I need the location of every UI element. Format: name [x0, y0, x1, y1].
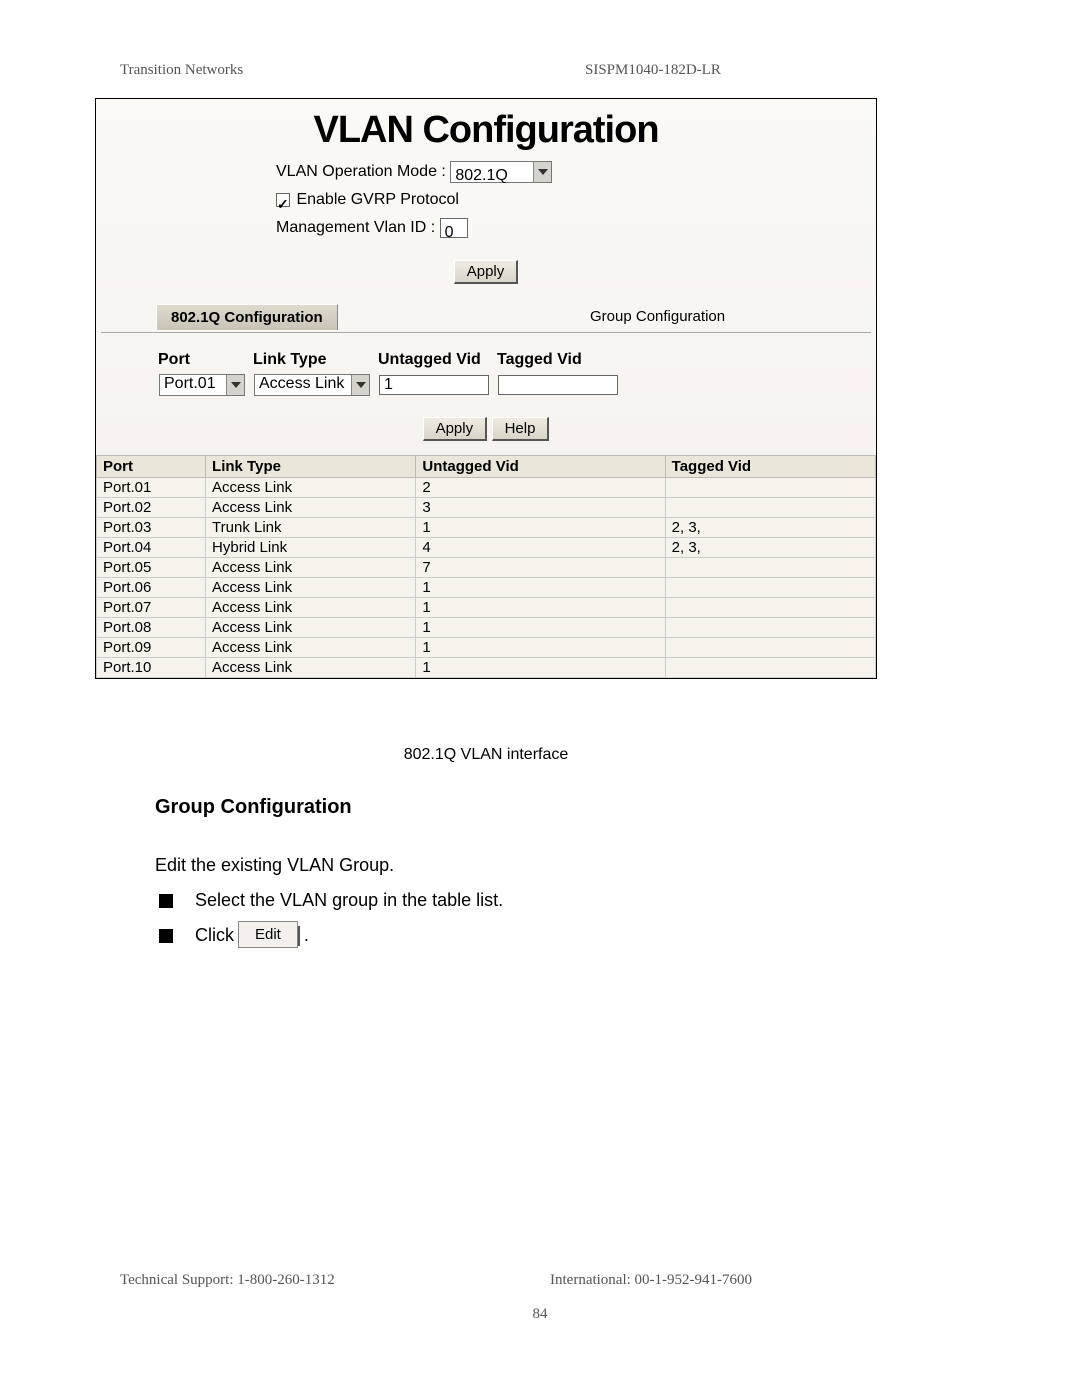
operation-mode-label: VLAN Operation Mode :: [276, 163, 446, 180]
header-right: SISPM1040-182D-LR: [585, 62, 721, 79]
table-row[interactable]: Port.08Access Link1: [97, 618, 876, 638]
col-header-tagged: Tagged Vid: [497, 351, 624, 371]
th-tagged: Tagged Vid: [665, 456, 875, 478]
operation-mode-select[interactable]: 802.1Q: [450, 161, 552, 183]
gvrp-checkbox[interactable]: [276, 193, 290, 207]
table-row[interactable]: Port.05Access Link7: [97, 558, 876, 578]
page-number: 84: [0, 1306, 1080, 1323]
table-row[interactable]: Port.09Access Link1: [97, 638, 876, 658]
port-edit-form: Port Link Type Untagged Vid Tagged Vid P…: [156, 349, 876, 399]
vlan-form: VLAN Operation Mode : 802.1Q Enable GVRP…: [276, 158, 876, 242]
col-header-port: Port: [158, 351, 251, 371]
th-untagged: Untagged Vid: [416, 456, 665, 478]
chevron-down-icon: [226, 375, 244, 395]
tab-group-config[interactable]: Group Configuration: [576, 304, 739, 329]
mgmt-vlan-input[interactable]: 0: [440, 218, 468, 238]
bullet-2-prefix: Click: [195, 925, 234, 946]
bullet-1: Select the VLAN group in the table list.: [195, 890, 503, 911]
table-row[interactable]: Port.06Access Link1: [97, 578, 876, 598]
col-header-linktype: Link Type: [253, 351, 376, 371]
config-tabs: 802.1Q Configuration Group Configuration: [96, 304, 876, 332]
table-row[interactable]: Port.02Access Link3: [97, 498, 876, 518]
table-row[interactable]: Port.10Access Link1: [97, 658, 876, 678]
vlan-config-screenshot: VLAN Configuration VLAN Operation Mode :…: [95, 98, 877, 679]
port-select[interactable]: Port.01: [159, 374, 245, 396]
bullet-icon: [159, 929, 173, 943]
body-text: Group Configuration Edit the existing VL…: [155, 796, 905, 960]
header-left: Transition Networks: [120, 62, 243, 79]
footer-left: Technical Support: 1-800-260-1312: [120, 1272, 335, 1289]
operation-mode-value: 802.1Q: [455, 167, 507, 184]
edit-button[interactable]: Edit: [238, 926, 300, 946]
bullet-icon: [159, 894, 173, 908]
tab-8021q[interactable]: 802.1Q Configuration: [156, 304, 338, 330]
table-row[interactable]: Port.07Access Link1: [97, 598, 876, 618]
page-title: VLAN Configuration: [96, 109, 876, 152]
apply-button-2[interactable]: Apply: [423, 417, 488, 441]
link-type-select[interactable]: Access Link: [254, 374, 370, 396]
th-port: Port: [97, 456, 206, 478]
tagged-vid-input[interactable]: [498, 375, 618, 395]
table-row[interactable]: Port.03Trunk Link12, 3,: [97, 518, 876, 538]
mgmt-vlan-label: Management Vlan ID :: [276, 219, 435, 236]
section-heading: Group Configuration: [155, 796, 905, 819]
untagged-vid-input[interactable]: 1: [379, 375, 489, 395]
ports-table: Port Link Type Untagged Vid Tagged Vid P…: [96, 455, 876, 678]
chevron-down-icon: [351, 375, 369, 395]
apply-button[interactable]: Apply: [454, 260, 519, 284]
gvrp-label: Enable GVRP Protocol: [296, 191, 458, 208]
table-row[interactable]: Port.01Access Link2: [97, 478, 876, 498]
intro-para: Edit the existing VLAN Group.: [155, 855, 905, 876]
th-linktype: Link Type: [206, 456, 416, 478]
table-row[interactable]: Port.04Hybrid Link42, 3,: [97, 538, 876, 558]
footer-right: International: 00-1-952-941-7600: [550, 1272, 752, 1289]
screenshot-caption: 802.1Q VLAN interface: [95, 746, 877, 764]
col-header-untagged: Untagged Vid: [378, 351, 495, 371]
bullet-2-suffix: .: [304, 925, 309, 946]
help-button[interactable]: Help: [492, 417, 550, 441]
chevron-down-icon: [533, 162, 551, 182]
